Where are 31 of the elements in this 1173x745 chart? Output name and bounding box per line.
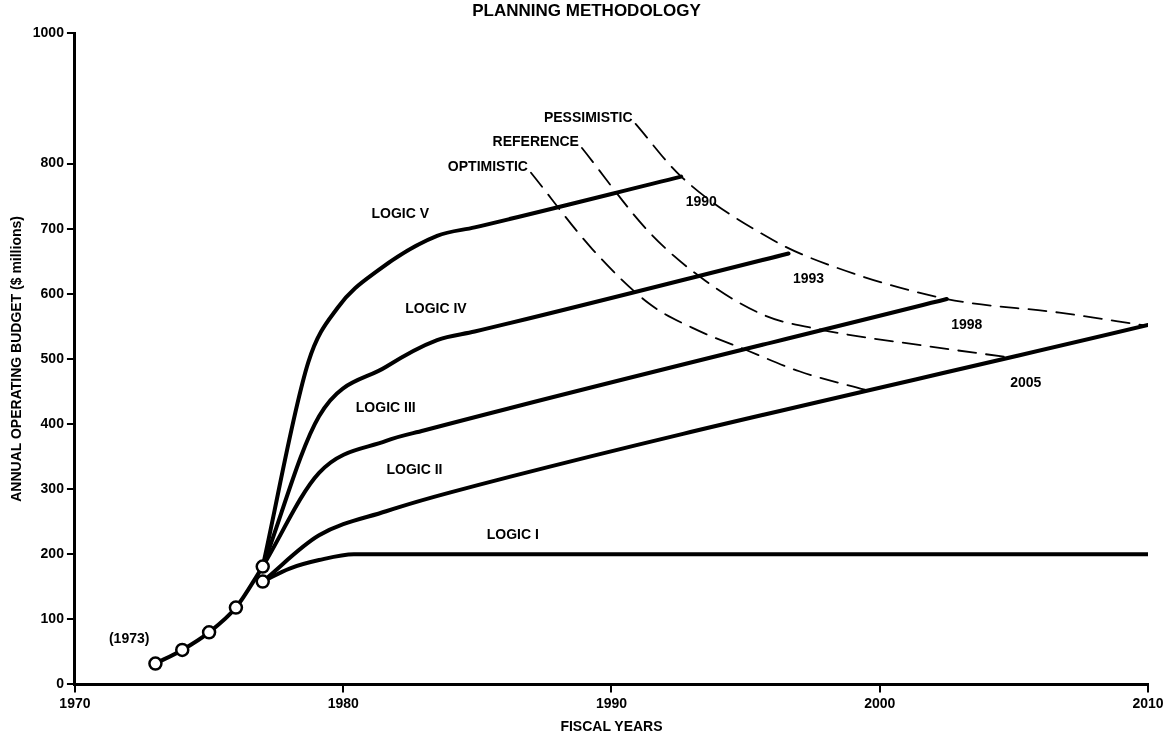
- annotation: 1998: [951, 315, 983, 332]
- annotation: 1993: [792, 270, 825, 287]
- x-tick-label: 2010: [1132, 694, 1164, 711]
- annotation: (1973): [108, 630, 150, 647]
- chart-title: PLANNING METHODOLOGY: [471, 0, 702, 22]
- y-tick-label: 300: [40, 479, 65, 496]
- x-tick-label: 1970: [59, 694, 91, 711]
- y-tick-label: 500: [40, 349, 65, 366]
- y-tick-label: 100: [40, 610, 65, 627]
- y-tick-label: 800: [40, 154, 65, 171]
- series-label: LOGIC IV: [405, 300, 468, 317]
- y-tick-label: 0: [56, 675, 65, 692]
- series-label: LOGIC III: [355, 399, 416, 416]
- series-label: LOGIC I: [486, 526, 539, 543]
- x-tick-label: 1990: [595, 694, 628, 711]
- y-tick-label: 1000: [32, 24, 65, 41]
- series-label: LOGIC II: [386, 461, 443, 478]
- x-tick-label: 2000: [864, 694, 896, 711]
- y-tick-label: 400: [40, 414, 65, 431]
- y-tick-label: 200: [40, 545, 65, 562]
- y-tick-label: 700: [40, 219, 65, 236]
- x-tick-label: 1980: [327, 694, 359, 711]
- series-label: REFERENCE: [492, 132, 579, 149]
- annotation: 1990: [685, 193, 717, 210]
- x-axis-title: FISCAL YEARS: [560, 718, 663, 735]
- series-label: OPTIMISTIC: [447, 157, 528, 174]
- y-axis-title: ANNUAL OPERATING BUDGET ($ millions): [8, 216, 25, 502]
- series-label: PESSIMISTIC: [543, 108, 633, 125]
- series-label: LOGIC V: [371, 204, 430, 221]
- y-tick-label: 600: [40, 284, 65, 301]
- annotation: 2005: [1010, 373, 1042, 390]
